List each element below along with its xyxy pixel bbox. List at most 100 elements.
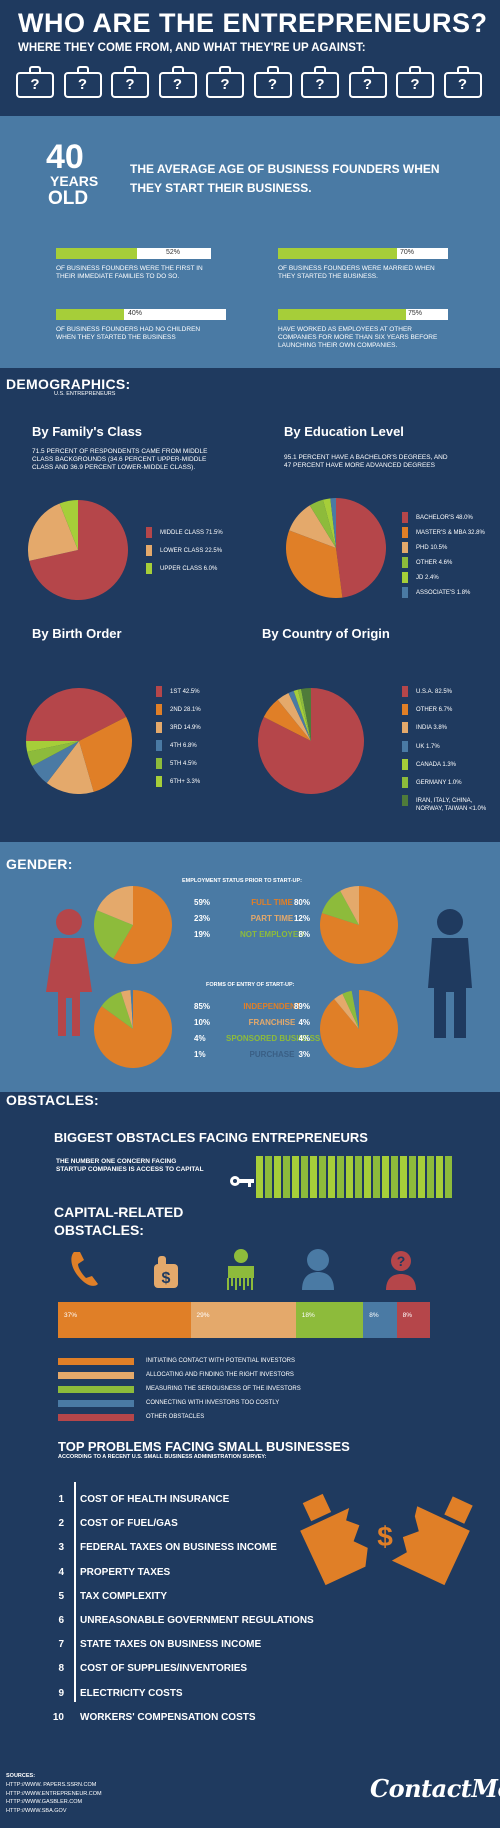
legend-swatch [58, 1386, 134, 1393]
source-link[interactable]: HTTP://WWW. PAPERS.SSRN.COM [6, 1782, 97, 1788]
capital-segment: 29% [190, 1302, 296, 1338]
briefcase-icon: ? [253, 66, 292, 98]
bill-mark [373, 1156, 380, 1198]
legend-item: CANADA 1.3% [402, 758, 456, 770]
pie-slice [340, 886, 359, 925]
pie-slice [277, 693, 311, 741]
capital-segment: 37% [58, 1302, 191, 1338]
bill-mark [445, 1156, 452, 1198]
legend-item: 5TH 4.5% [156, 758, 197, 769]
pie-slice [336, 498, 386, 598]
legend-item: 3RD 14.9% [156, 722, 201, 733]
bill-mark [391, 1156, 398, 1198]
bill-mark [382, 1156, 389, 1198]
age-old: OLD [48, 188, 89, 209]
problem-item: 1 COST OF HEALTH INSURANCE [58, 1494, 230, 1505]
legend-item: U.S.A. 82.5% [402, 686, 452, 697]
country-title: By Country of Origin [262, 626, 390, 641]
pie-slice [120, 990, 133, 1029]
bill-mark [301, 1156, 308, 1198]
legend-label: MEASURING THE SERIOUSNESS OF THE INVESTO… [146, 1386, 301, 1392]
bill-mark [427, 1156, 434, 1198]
legend-swatch [58, 1400, 134, 1407]
stat-text-4: HAVE WORKED AS EMPLOYEES AT OTHER COMPAN… [278, 326, 438, 349]
stats-section: 40 YEARS OLD THE AVERAGE AGE OF BUSINESS… [0, 116, 500, 368]
torn-dollar-icon: $ [300, 1493, 473, 1586]
stat-bar-1: 52% [56, 248, 211, 259]
svg-text:$: $ [377, 1521, 393, 1552]
source-link[interactable]: HTTP://WWW.ENTREPRENEUR.COM [6, 1790, 102, 1797]
measuring-person-icon [227, 1249, 254, 1290]
briefcase-icon: ? [206, 66, 244, 98]
bill-mark [283, 1156, 290, 1198]
birth-pie [26, 688, 132, 794]
stat-bar-4: 75% [278, 309, 448, 320]
obstacles-heading: OBSTACLES: [6, 1092, 99, 1108]
gender-heading: GENDER: [6, 856, 73, 872]
legend-item: PHD 10.5% [402, 542, 447, 553]
source-link[interactable]: HTTP://WWW.GASBLER.COM [6, 1799, 83, 1805]
pie-slice [113, 886, 172, 964]
key-icon [230, 1176, 254, 1187]
pie-slice [288, 690, 311, 741]
pie-slice [293, 689, 311, 741]
problem-item: 2 COST OF FUEL/GAS [58, 1518, 178, 1530]
briefcase-icon: ? [63, 66, 102, 98]
capital-segment: 8% [396, 1302, 431, 1338]
legend-swatch [58, 1414, 134, 1421]
pie-slice [26, 688, 127, 741]
legend-item: JD 2.4% [402, 572, 439, 583]
briefcase-icon: ? [348, 66, 387, 98]
pie-slice [79, 716, 132, 792]
pie-slice [32, 741, 79, 784]
pie-slice [351, 990, 359, 1029]
problems-sub: ACCORDING TO A RECENT U.S. SMALL BUSINES… [58, 1454, 267, 1460]
problems-title: TOP PROBLEMS FACING SMALL BUSINESSES [58, 1439, 350, 1454]
education-pie [286, 498, 386, 598]
legend-item: ASSOCIATE'S 1.8% [402, 587, 470, 598]
pie-slice [130, 990, 133, 1029]
category-label: PART TIME [250, 914, 294, 923]
legend-swatch [58, 1372, 134, 1379]
category-label: INDEPENDENT [243, 1002, 301, 1011]
source-link[interactable]: HTTP://WWW.SBA.GOV [6, 1807, 67, 1814]
bill-mark [328, 1156, 335, 1198]
family-title: By Family's Class [32, 424, 143, 439]
briefcase-icon: ? [111, 66, 149, 98]
legend-item: OTHER 4.6% [402, 557, 452, 568]
legend-item: IRAN, ITALY, CHINA, [402, 795, 472, 807]
pie-slice [59, 500, 78, 550]
problem-item: 4 PROPERTY TAXES [58, 1566, 171, 1578]
pie-slice [322, 498, 336, 548]
pie-slice [94, 910, 133, 959]
header: WHO ARE THE ENTREPRENEURS? WHERE THEY CO… [0, 0, 500, 116]
gender-section: GENDER: EMPLOYMENT STATUS PRIOR TO START… [0, 842, 500, 1092]
demographics-sub: U.S. ENTREPRENEURS [54, 391, 116, 397]
briefcase-icon: ? [396, 66, 434, 98]
pie-slice [334, 993, 359, 1029]
legend-item: MIDDLE CLASS 71.5% [146, 527, 223, 538]
pie-slice [96, 886, 133, 925]
entry-title: FORMS OF ENTRY OF START-UP: [206, 982, 295, 988]
pie-slice [94, 990, 172, 1068]
male-value: 4% [298, 1018, 310, 1027]
employment-title: EMPLOYMENT STATUS PRIOR TO START-UP: [182, 878, 302, 884]
thumbs-up-money-icon: $ [154, 1256, 178, 1288]
legend-label: INITIATING CONTACT WITH POTENTIAL INVEST… [146, 1358, 296, 1364]
male-value: 12% [293, 914, 310, 923]
legend-item: 4TH 6.8% [156, 740, 197, 751]
female-employment-pie [94, 886, 172, 964]
problems-divider [74, 1482, 76, 1702]
svg-text:?: ? [397, 1253, 406, 1269]
legend-item: 6TH+ 3.3% [156, 776, 200, 787]
birth-title: By Birth Order [32, 626, 122, 641]
man-icon [428, 909, 472, 1038]
legend-label: OTHER OBSTACLES [146, 1414, 205, 1420]
demographics-section: DEMOGRAPHICS: U.S. ENTREPRENEURS By Fami… [0, 368, 500, 842]
pie-slice [321, 890, 359, 925]
female-entry-pie [94, 990, 172, 1068]
female-value: 59% [194, 898, 211, 907]
female-value: 23% [194, 914, 211, 923]
bill-mark [409, 1156, 416, 1198]
legend-swatch [58, 1358, 134, 1365]
